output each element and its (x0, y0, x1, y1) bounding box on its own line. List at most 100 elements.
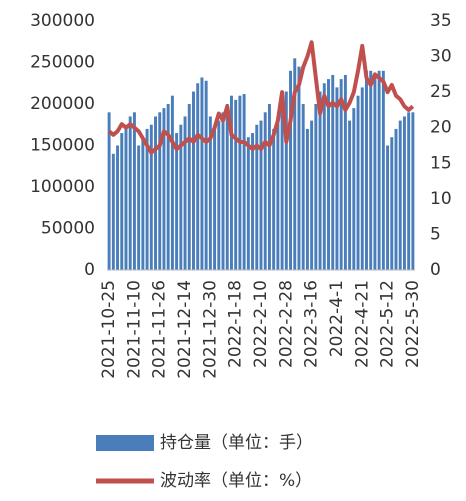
bar (251, 133, 255, 270)
bar (402, 116, 406, 270)
y2-tick-label: 10 (430, 189, 452, 209)
y2-tick-label: 0 (430, 260, 441, 280)
x-tick-label: 2021-11-26 (150, 280, 170, 379)
bar (348, 120, 352, 270)
bar (272, 128, 276, 270)
bar (204, 80, 208, 270)
bar (331, 74, 335, 270)
bar (238, 95, 242, 270)
bar (234, 99, 238, 270)
bar (360, 87, 364, 271)
bar (229, 95, 233, 270)
bar (225, 104, 229, 270)
x-tick-label: 2022-2-28 (276, 280, 296, 368)
y2-tick-label: 15 (430, 153, 452, 173)
x-tick-label: 2022-4-21 (352, 280, 372, 368)
x-tick-label: 2022-5-30 (403, 280, 423, 368)
legend-swatch (96, 435, 154, 451)
bar (158, 112, 162, 270)
bar (411, 112, 415, 270)
x-tick-label: 2021-10-25 (99, 280, 119, 379)
legend-label: 波动率（单位：%） (160, 471, 312, 491)
bar (179, 124, 183, 270)
bar (263, 112, 267, 270)
bar (335, 87, 339, 271)
bar (170, 95, 174, 270)
bar (242, 94, 246, 270)
x-tick-label: 2022-1-18 (226, 280, 246, 368)
bar (259, 120, 263, 270)
bar (132, 112, 136, 270)
bar (322, 83, 326, 270)
line (107, 40, 415, 155)
bar (398, 120, 402, 270)
bar (377, 70, 381, 270)
bar (192, 91, 195, 270)
x-tick-label: 2022-2-10 (251, 280, 271, 368)
bar (221, 112, 225, 270)
bar (183, 116, 187, 270)
bar (293, 58, 297, 270)
bar (327, 79, 330, 270)
bar (276, 116, 280, 270)
bar (381, 70, 385, 270)
bar (137, 145, 141, 270)
y2-tick-label: 25 (430, 82, 452, 102)
bar (365, 70, 368, 270)
bar (175, 133, 179, 270)
bar (255, 124, 259, 270)
bar (373, 74, 377, 270)
bar (149, 124, 153, 270)
x-tick-label: 2021-11-10 (124, 280, 144, 379)
bar (284, 91, 288, 270)
bar (352, 108, 356, 271)
bar (407, 112, 411, 270)
bar (386, 145, 390, 270)
y2-tick-label: 5 (430, 224, 441, 244)
bar (162, 108, 166, 271)
bar (208, 116, 212, 270)
bar (390, 137, 394, 270)
bar (124, 124, 128, 270)
bar (339, 79, 343, 270)
bar (246, 137, 250, 270)
bar (289, 70, 293, 270)
bar (217, 120, 221, 270)
bar (343, 74, 347, 270)
bar (318, 91, 322, 270)
bar (280, 104, 284, 270)
bar (154, 116, 157, 270)
bar (267, 104, 271, 270)
y-tick-label: 300000 (30, 11, 95, 31)
bar (187, 104, 191, 270)
x-tick-label: 2021-12-30 (200, 280, 220, 379)
legend-label: 持仓量（单位：手） (160, 433, 313, 453)
bar (128, 116, 132, 270)
bar (314, 104, 318, 270)
bar (141, 137, 145, 270)
y-tick-label: 250000 (30, 53, 95, 73)
bar (310, 120, 314, 270)
y2-tick-label: 30 (430, 47, 452, 67)
y2-tick-label: 35 (430, 11, 452, 31)
bar (120, 133, 124, 270)
bar (196, 83, 200, 270)
bar (107, 112, 111, 270)
bar (213, 128, 217, 270)
x-tick-label: 2022-5-12 (378, 280, 398, 368)
x-tick-label: 2022-4-1 (327, 280, 347, 357)
bar (166, 104, 170, 270)
bar (394, 128, 398, 270)
bar (111, 153, 115, 270)
bar (116, 145, 120, 270)
bar (297, 66, 301, 271)
x-tick-label: 2021-12-14 (175, 280, 195, 379)
y-tick-label: 150000 (30, 136, 95, 156)
y2-tick-label: 20 (430, 118, 452, 138)
bar (301, 104, 305, 270)
x-tick-label: 2022-3-16 (302, 280, 322, 368)
bar (369, 70, 373, 270)
y-tick-label: 200000 (30, 94, 95, 114)
y-tick-label: 50000 (41, 219, 95, 239)
